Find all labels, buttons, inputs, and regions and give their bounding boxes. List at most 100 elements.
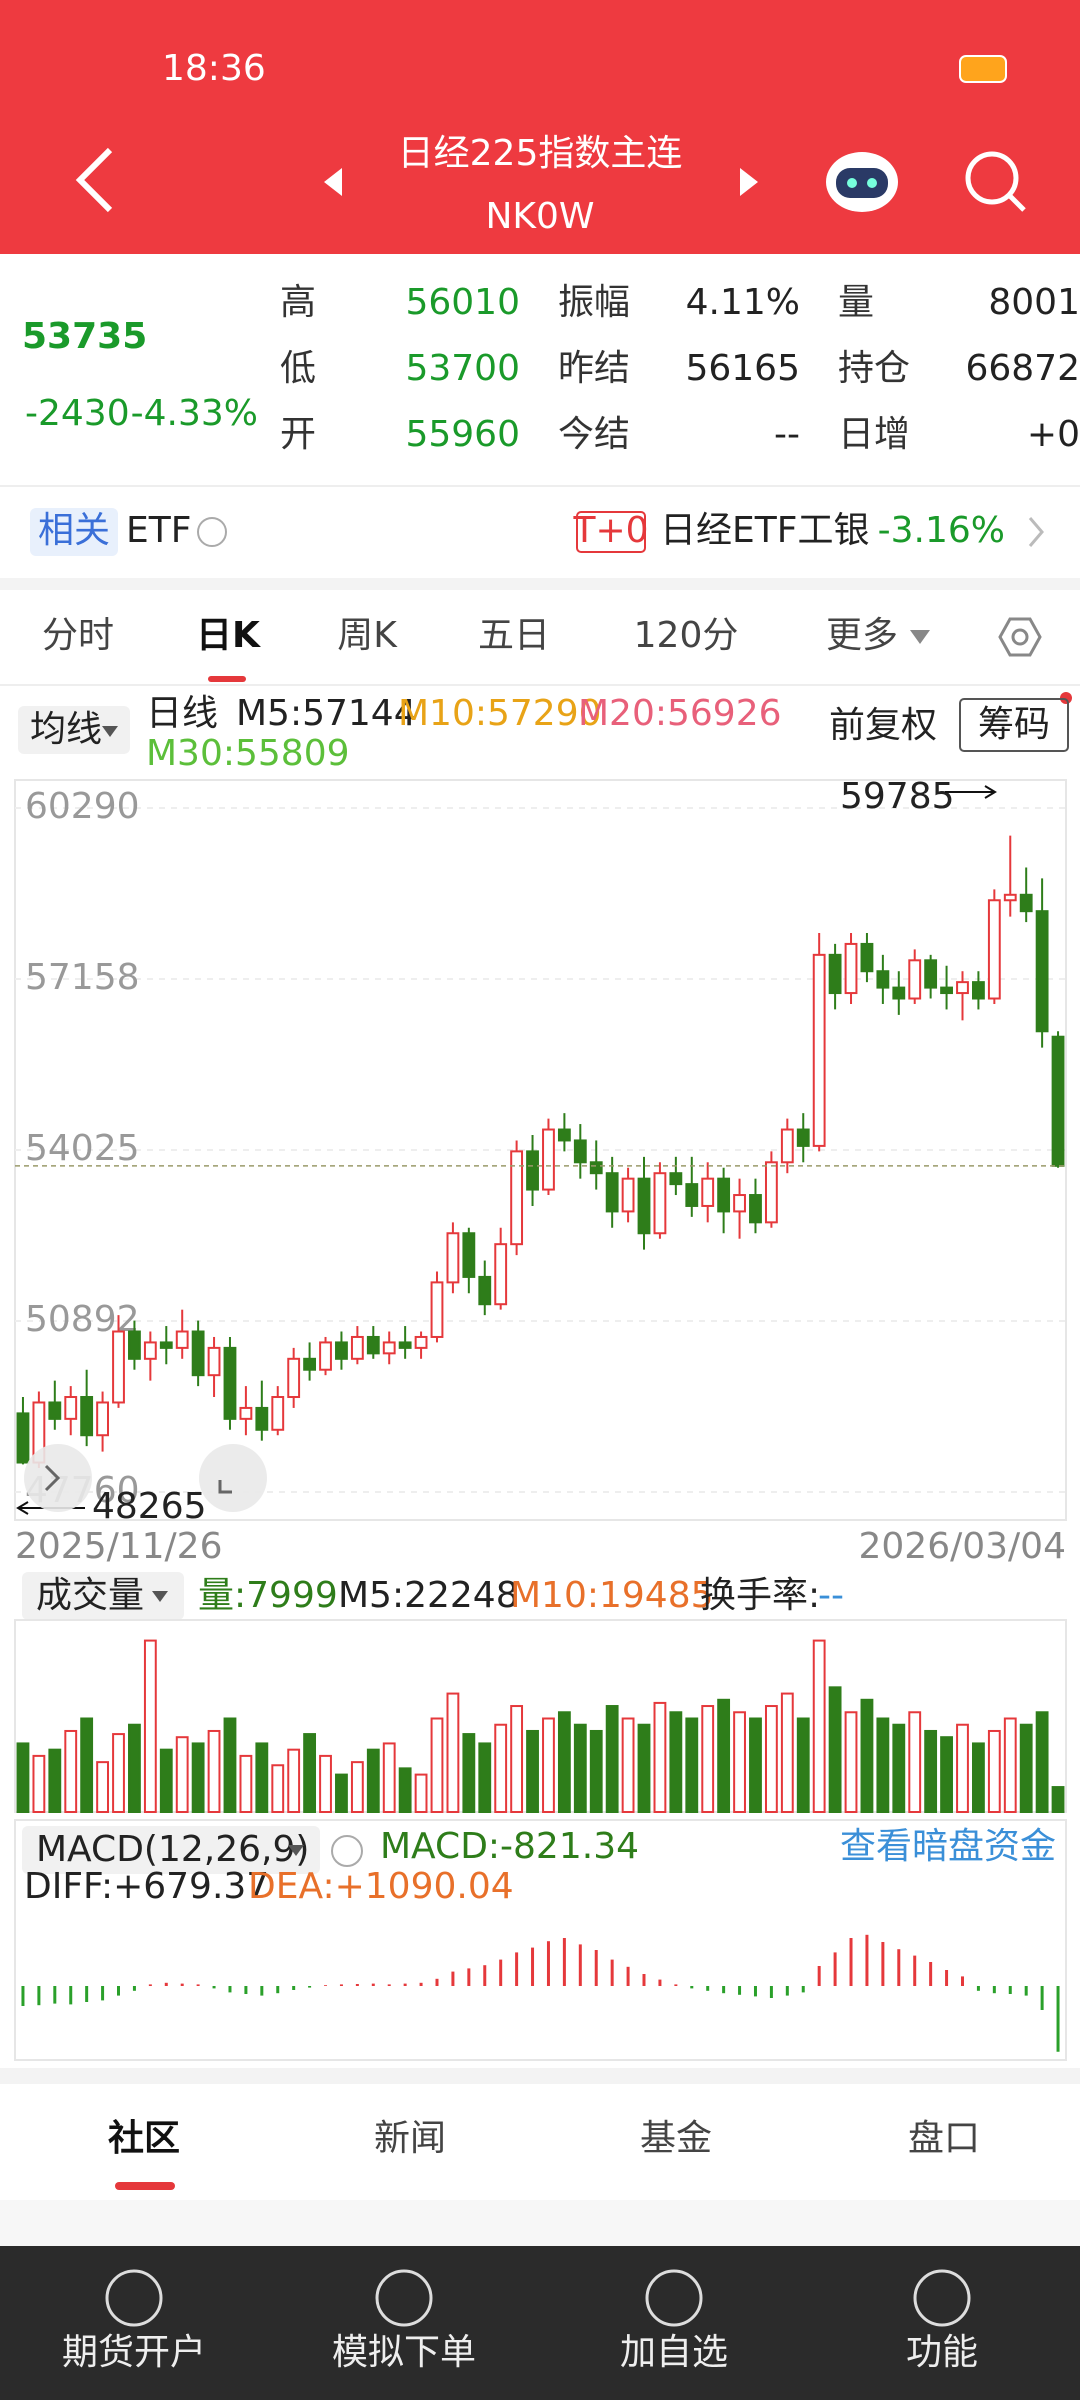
candle-body [653, 1172, 667, 1235]
adjust-mode[interactable]: 前复权 [829, 705, 937, 746]
volume-bar [908, 1711, 922, 1814]
stat-value: 4.11% [686, 282, 800, 323]
etf-tag: 相关 [38, 510, 110, 551]
stat-label: 今结 [558, 414, 630, 455]
candle-body [191, 1330, 205, 1377]
candle-body [764, 1161, 778, 1224]
diff-value: DIFF:+679.37 [24, 1866, 269, 1907]
candle-body [637, 1177, 651, 1235]
price-change: -2430 [25, 393, 130, 434]
macd-selector[interactable]: MACD(12,26,9) [36, 1829, 309, 1870]
nav-label[interactable]: 功能 [906, 2332, 978, 2373]
settings-icon[interactable] [998, 617, 1042, 657]
volume-bar [1051, 1786, 1065, 1814]
etf-name[interactable]: 日经ETF工银 [660, 510, 869, 551]
volume-bar [48, 1748, 62, 1813]
volume-bar [1019, 1723, 1033, 1813]
help-icon[interactable] [197, 517, 227, 547]
search-icon[interactable] [965, 151, 1026, 212]
candle-body [143, 1341, 157, 1360]
volume-selector-bg[interactable] [22, 1572, 184, 1620]
nav-label[interactable]: 模拟下单 [332, 2332, 476, 2373]
stat-label: 低 [280, 348, 316, 389]
bottom-tab[interactable]: 基金 [640, 2118, 712, 2159]
ma-selector-bg[interactable] [18, 706, 130, 754]
chips-button-box[interactable] [959, 698, 1069, 752]
candle-body [112, 1330, 125, 1404]
y-tick-label: 60290 [25, 786, 140, 827]
bottom-tab[interactable]: 盘口 [908, 2118, 980, 2159]
volume-bar [175, 1736, 189, 1813]
candle-body [956, 981, 969, 995]
volume-bar [287, 1748, 301, 1813]
candle-body [701, 1177, 715, 1207]
volume-bar [972, 1742, 985, 1814]
nav-label[interactable]: 加自选 [620, 2332, 728, 2373]
candle-body [494, 1243, 508, 1306]
candle-body [462, 1232, 476, 1278]
chart-tab[interactable]: 120分 [634, 615, 739, 656]
macd-selector-bg[interactable] [22, 1826, 320, 1874]
bottom-tab[interactable]: 社区 [108, 2118, 180, 2159]
candle-body [430, 1281, 444, 1338]
dark-pool-link[interactable]: 查看暗盘资金 [840, 1826, 1056, 1867]
active-tab-indicator [208, 676, 246, 682]
chips-button[interactable]: 筹码 [978, 704, 1050, 745]
volume-frame [14, 1619, 1067, 1813]
nav-icon[interactable] [375, 2269, 433, 2327]
volume-bar [255, 1742, 269, 1814]
volume-bar [653, 1701, 667, 1813]
volume-bar [844, 1711, 858, 1814]
bottom-tab[interactable]: 新闻 [374, 2118, 446, 2159]
candle-body [398, 1341, 412, 1349]
volume-bar [685, 1717, 699, 1813]
ma-selector[interactable]: 均线 [30, 709, 102, 750]
candle-body [239, 1406, 253, 1420]
candle-body [589, 1161, 603, 1175]
candle-body [1019, 893, 1033, 913]
nav-label[interactable]: 期货开户 [62, 2332, 206, 2373]
chart-tab[interactable]: 周K [337, 615, 398, 656]
volume-bar [860, 1698, 874, 1814]
next-button[interactable] [740, 168, 758, 196]
chart-tab[interactable]: 五日 [478, 615, 550, 656]
volume-bar [112, 1733, 125, 1814]
assistant-icon[interactable] [826, 152, 898, 212]
chevron [1028, 517, 1044, 547]
candle-body [64, 1396, 78, 1420]
stat-value: 66872 [965, 348, 1080, 389]
fullscreen-button[interactable] [199, 1444, 267, 1512]
volume-selector[interactable]: 成交量 [36, 1575, 144, 1616]
prev-button[interactable] [324, 168, 342, 196]
battery [959, 55, 1007, 83]
candle-body [80, 1396, 94, 1437]
candle-body [335, 1341, 348, 1360]
candle-body [685, 1183, 699, 1207]
candle-body [972, 981, 985, 1000]
volume-bar [128, 1723, 141, 1813]
nav-icon[interactable] [645, 2269, 703, 2327]
volume-bar [303, 1733, 317, 1814]
volume-bar [494, 1723, 508, 1813]
macd-value: MACD:-821.34 [380, 1826, 639, 1867]
separator [0, 2068, 1080, 2084]
chart-tab[interactable]: 日K [196, 615, 261, 656]
volume-bar [605, 1705, 619, 1813]
volume-bar [621, 1717, 635, 1813]
back-button[interactable] [75, 147, 113, 213]
chart-tab[interactable]: 更多 [826, 615, 898, 656]
dropdown-arrow [102, 726, 118, 737]
turnover-value: -- [818, 1575, 844, 1616]
chart-tab[interactable]: 分时 [42, 615, 114, 656]
candle-body [669, 1172, 683, 1186]
candle-body [876, 970, 890, 989]
help-icon[interactable] [331, 1835, 363, 1867]
candle-body [796, 1128, 810, 1147]
nav-icon[interactable] [105, 2269, 163, 2327]
volume-bar [987, 1729, 1001, 1814]
volume-bar [335, 1773, 348, 1813]
nav-icon[interactable] [913, 2269, 971, 2327]
last-price: 53735 [22, 316, 147, 357]
price-change-pct: -4.33% [131, 393, 258, 434]
